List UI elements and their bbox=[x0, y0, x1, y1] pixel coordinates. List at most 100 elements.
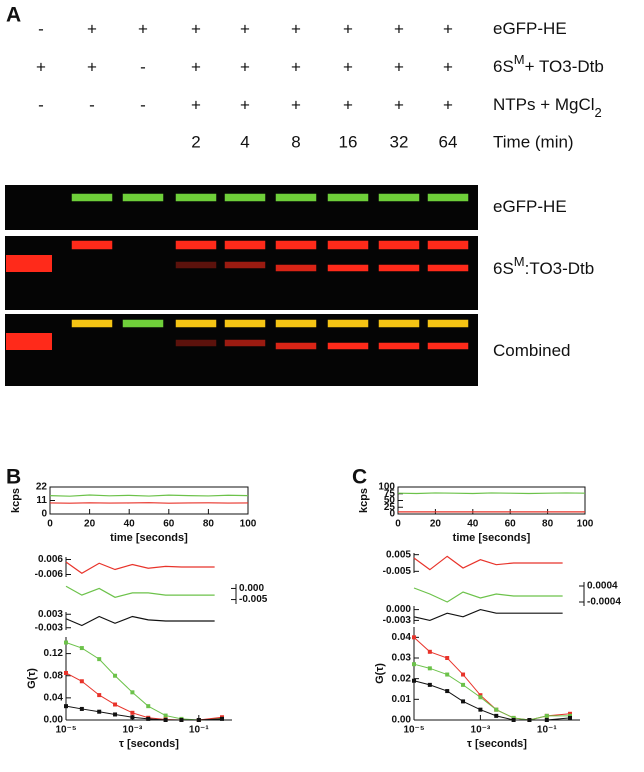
time: 16 bbox=[339, 132, 358, 151]
fit-line bbox=[65, 672, 223, 721]
band bbox=[327, 264, 369, 272]
band bbox=[378, 342, 420, 350]
sign: - bbox=[140, 95, 146, 114]
point bbox=[427, 649, 432, 654]
point bbox=[511, 715, 516, 720]
label-part: :TO3-Dtb bbox=[525, 259, 595, 278]
label-part: M bbox=[514, 254, 525, 269]
band bbox=[275, 193, 317, 202]
y-tick-label: 0.02 bbox=[392, 673, 412, 684]
y-tick-label: 0.0004 bbox=[587, 581, 618, 592]
y-tick-label: 25 bbox=[384, 502, 396, 513]
y-axis-label: G(τ) bbox=[26, 668, 38, 689]
band bbox=[6, 333, 52, 350]
band bbox=[275, 264, 317, 272]
row-label: 6SM+ TO3-Dtb bbox=[493, 52, 604, 77]
panel-label: A bbox=[6, 4, 21, 27]
x-tick-label: 100 bbox=[240, 519, 257, 530]
fit-line bbox=[413, 663, 571, 721]
band bbox=[427, 319, 469, 328]
y-tick-label: 0.04 bbox=[392, 632, 412, 643]
band bbox=[224, 193, 266, 202]
point bbox=[64, 704, 68, 709]
band bbox=[378, 264, 420, 272]
y-tick-label: -0.0004 bbox=[587, 597, 621, 608]
band bbox=[327, 240, 369, 250]
series-line bbox=[65, 585, 215, 598]
sign: + bbox=[240, 95, 250, 114]
point bbox=[130, 715, 135, 720]
x-tick-label: 80 bbox=[542, 519, 554, 530]
point bbox=[146, 716, 151, 721]
row-label: eGFP-HE bbox=[493, 19, 567, 38]
time-label: Time (min) bbox=[493, 132, 574, 151]
panel-label: B bbox=[6, 466, 21, 489]
x-tick-label: 40 bbox=[124, 519, 136, 530]
y-tick-label: 0.12 bbox=[44, 648, 64, 659]
point bbox=[478, 695, 483, 700]
band bbox=[427, 342, 469, 350]
y-tick-label: 0 bbox=[41, 509, 47, 520]
band bbox=[275, 319, 317, 328]
band bbox=[275, 240, 317, 250]
label-part: NTPs + MgCl bbox=[493, 95, 595, 114]
band bbox=[175, 261, 217, 269]
band bbox=[122, 319, 164, 328]
x-tick-label: 60 bbox=[163, 519, 175, 530]
band bbox=[175, 339, 217, 347]
point bbox=[97, 693, 102, 698]
x-axis-label: time [seconds] bbox=[110, 532, 188, 544]
band bbox=[275, 342, 317, 350]
band bbox=[122, 193, 164, 202]
point bbox=[97, 657, 102, 662]
y-axis-label: G(τ) bbox=[374, 663, 386, 684]
point bbox=[478, 693, 483, 698]
band bbox=[175, 193, 217, 202]
point bbox=[97, 709, 102, 714]
band bbox=[71, 319, 113, 328]
x-tick-label: 10⁻³ bbox=[123, 725, 143, 736]
gel-label: 6SM:TO3-Dtb bbox=[493, 254, 594, 279]
sign: + bbox=[443, 57, 453, 76]
sign: + bbox=[291, 57, 301, 76]
band bbox=[327, 193, 369, 202]
x-tick-label: 80 bbox=[203, 519, 215, 530]
point bbox=[427, 666, 432, 671]
fit-line bbox=[413, 636, 571, 721]
band bbox=[175, 240, 217, 250]
x-tick-label: 10⁻⁵ bbox=[403, 725, 424, 736]
x-tick-label: 0 bbox=[395, 519, 401, 530]
sign: - bbox=[38, 95, 44, 114]
fit-line bbox=[65, 642, 223, 721]
sign: + bbox=[291, 19, 301, 38]
sign: - bbox=[140, 57, 146, 76]
point bbox=[494, 713, 499, 718]
sign: + bbox=[394, 57, 404, 76]
point bbox=[79, 706, 84, 711]
sign: + bbox=[191, 95, 201, 114]
point bbox=[113, 673, 118, 678]
y-tick-label: -0.006 bbox=[35, 569, 64, 580]
label-part: eGFP-HE bbox=[493, 197, 567, 216]
y-tick-label: -0.003 bbox=[35, 622, 64, 633]
time: 32 bbox=[390, 132, 409, 151]
label-part: 6S bbox=[493, 57, 514, 76]
x-tick-label: 100 bbox=[577, 519, 594, 530]
y-tick-label: 75 bbox=[384, 488, 396, 499]
y-tick-label: 0.000 bbox=[386, 604, 411, 615]
band bbox=[427, 240, 469, 250]
label-part: 2 bbox=[595, 105, 602, 120]
label-part: eGFP-HE bbox=[493, 19, 567, 38]
y-axis-label: kcps bbox=[358, 488, 370, 513]
sign: + bbox=[36, 57, 46, 76]
y-tick-label: -0.005 bbox=[239, 594, 268, 605]
band bbox=[327, 319, 369, 328]
point bbox=[568, 713, 573, 718]
band bbox=[175, 319, 217, 328]
y-tick-label: 11 bbox=[36, 495, 47, 506]
point bbox=[461, 682, 466, 687]
y-tick-label: 0.000 bbox=[239, 583, 264, 594]
point bbox=[445, 689, 450, 694]
sign: + bbox=[138, 19, 148, 38]
